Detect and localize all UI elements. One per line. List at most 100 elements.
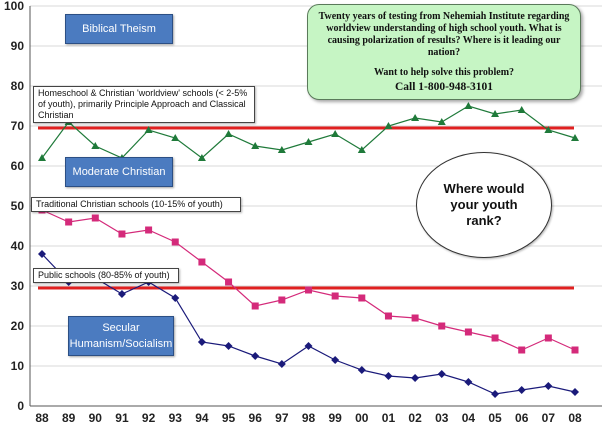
x-tick-label: 08: [568, 411, 582, 425]
data-point: [91, 214, 99, 222]
data-point: [571, 388, 579, 396]
x-tick-label: 95: [222, 411, 236, 425]
data-point: [277, 146, 286, 153]
x-tick-label: 88: [35, 411, 49, 425]
data-point: [571, 346, 579, 354]
data-point: [357, 366, 366, 374]
data-point: [517, 106, 526, 113]
data-point: [411, 314, 419, 322]
data-point: [358, 294, 366, 302]
series-1: [38, 206, 579, 354]
x-tick-labels: 88 89 90 91 92 93 94 95 96 97 98 99 00 01 02 03 04 05 06 07…: [35, 411, 582, 425]
series-label-traditional-christian: Traditional Christian schools (10-15% of…: [31, 197, 241, 212]
data-point: [491, 334, 499, 342]
x-tick-label: 99: [328, 411, 342, 425]
series-label-homeschool: Homeschool & Christian 'worldview' schoo…: [33, 86, 255, 123]
data-point: [171, 134, 180, 141]
x-tick-label: 92: [142, 411, 156, 425]
x-tick-label: 93: [169, 411, 183, 425]
x-tick-label: 89: [62, 411, 76, 425]
data-point: [197, 154, 206, 161]
data-point: [411, 374, 420, 382]
data-point: [411, 114, 420, 121]
data-point: [65, 218, 73, 226]
y-tick-label: 40: [11, 239, 25, 253]
data-point: [357, 146, 366, 153]
data-point: [464, 378, 473, 386]
data-point: [38, 154, 46, 161]
data-point: [384, 372, 393, 380]
data-point: [171, 238, 179, 246]
x-tick-label: 97: [275, 411, 289, 425]
data-point: [491, 110, 500, 117]
data-point: [571, 134, 579, 141]
data-point: [251, 142, 260, 149]
data-point: [544, 126, 553, 133]
data-point: [278, 296, 286, 304]
data-point: [384, 312, 392, 320]
y-tick-label: 20: [11, 319, 25, 333]
info-callout: Twenty years of testing from Nehemiah In…: [307, 4, 581, 100]
y-tick-label: 70: [11, 119, 25, 133]
rank-question-ellipse: Where would your youth rank?: [416, 152, 552, 258]
data-point: [518, 346, 526, 354]
y-tick-labels: 0 10 20 30 40 50 60 70 80 90 100: [4, 0, 24, 413]
x-tick-label: 04: [462, 411, 476, 425]
data-point: [224, 130, 233, 137]
data-point: [304, 138, 313, 145]
x-tick-label: 91: [115, 411, 129, 425]
y-tick-label: 50: [11, 199, 25, 213]
data-point: [305, 286, 312, 294]
y-tick-label: 100: [4, 0, 24, 13]
data-point: [517, 386, 526, 394]
data-point: [144, 126, 153, 133]
y-tick-label: 90: [11, 39, 25, 53]
x-tick-label: 03: [435, 411, 449, 425]
data-point: [304, 342, 313, 350]
y-tick-label: 80: [11, 79, 25, 93]
data-point: [145, 226, 153, 234]
callout-question: Want to help solve this problem?: [373, 67, 515, 78]
data-point: [171, 294, 180, 302]
band-label-biblical-theism: Biblical Theism: [65, 14, 173, 44]
x-tick-label: 01: [382, 411, 396, 425]
x-tick-label: 90: [89, 411, 103, 425]
data-point: [544, 334, 552, 342]
data-point: [438, 322, 446, 330]
x-tick-label: 94: [195, 411, 209, 425]
data-point: [384, 122, 393, 129]
data-point: [224, 342, 233, 350]
x-tick-label: 05: [488, 411, 502, 425]
x-tick-label: 00: [355, 411, 369, 425]
data-point: [437, 118, 446, 125]
callout-text: Twenty years of testing from Nehemiah In…: [318, 11, 570, 58]
x-tick-label: 07: [542, 411, 556, 425]
data-point: [91, 142, 100, 149]
data-point: [464, 102, 473, 109]
data-point: [437, 370, 446, 378]
y-tick-label: 30: [11, 279, 25, 293]
data-point: [225, 278, 233, 286]
y-tick-label: 10: [11, 359, 25, 373]
callout-phone: Call 1-800-948-3101: [394, 81, 494, 93]
data-point: [491, 390, 500, 398]
data-point: [331, 356, 340, 364]
band-label-secular-humanism: Secular Humanism/Socialism: [68, 316, 174, 356]
x-tick-label: 02: [408, 411, 422, 425]
y-tick-label: 0: [17, 399, 24, 413]
data-point: [38, 250, 46, 258]
data-point: [118, 230, 126, 238]
y-tick-label: 60: [11, 159, 25, 173]
data-point: [544, 382, 553, 390]
data-point: [331, 130, 340, 137]
data-point: [198, 258, 206, 266]
data-point: [331, 292, 339, 300]
data-point: [117, 290, 126, 298]
x-tick-label: 96: [249, 411, 263, 425]
data-point: [277, 360, 286, 368]
series-label-public-schools: Public schools (80-85% of youth): [33, 268, 179, 283]
data-point: [251, 302, 259, 310]
data-point: [197, 338, 206, 346]
x-tick-label: 98: [302, 411, 316, 425]
data-point: [251, 352, 260, 360]
